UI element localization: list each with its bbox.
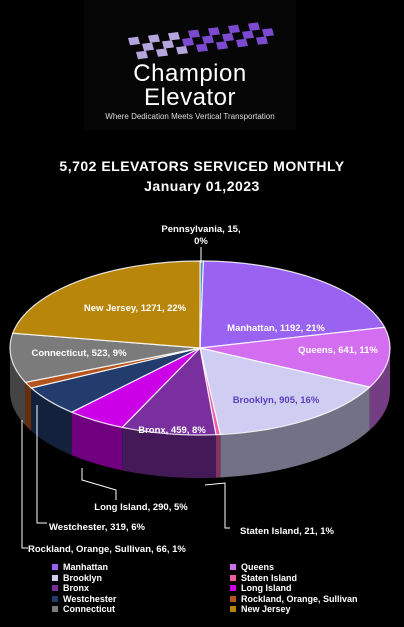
slice-label-manhattan: Manhattan, 1192, 21% bbox=[227, 323, 325, 334]
slice-label-long-island: Long Island, 290, 5% bbox=[94, 502, 188, 513]
pie-side-staten-island bbox=[215, 434, 221, 478]
slice-label-bronx: Bronx, 459, 8% bbox=[138, 425, 206, 436]
chart-subtitle: January 01,2023 bbox=[144, 178, 260, 194]
pie-slice-queens bbox=[199, 326, 391, 388]
slice-label-pennsylvania-line1: Pennsylvania, 15, bbox=[161, 224, 240, 235]
pie-slice-new-jersey bbox=[11, 260, 201, 349]
slice-label-rockland-orange-sullivan: Rockland, Orange, Sullivan, 66, 1% bbox=[28, 544, 186, 555]
logo-tagline: Where Dedication Meets Vertical Transpor… bbox=[105, 112, 275, 121]
pie-slice-pennsylvania bbox=[199, 260, 204, 349]
leader-long-island bbox=[81, 468, 117, 500]
pie-side-long-island bbox=[71, 412, 123, 471]
pie-side-bronx bbox=[122, 427, 216, 478]
pie-slice-connecticut bbox=[9, 332, 201, 383]
chart-title: 5,702 ELEVATORS SERVICED MONTHLY bbox=[59, 158, 345, 174]
leader-rockland bbox=[21, 420, 28, 549]
slice-label-queens: Queens, 641, 11% bbox=[298, 345, 378, 356]
pie-slice-bronx bbox=[121, 346, 217, 436]
leader-staten-island bbox=[204, 482, 230, 529]
slice-label-brooklyn: Brooklyn, 905, 16% bbox=[233, 395, 320, 406]
slice-label-staten-island: Staten Island, 21, 1% bbox=[240, 526, 335, 537]
pie-side-westchester bbox=[31, 388, 72, 456]
slice-label-new-jersey: New Jersey, 1271, 22% bbox=[84, 303, 187, 314]
pie-side-rockland-orange-sullivan bbox=[25, 382, 32, 432]
logo: Champion Elevator Where Dedication Meets… bbox=[84, 0, 296, 130]
slice-label-connecticut: Connecticut, 523, 9% bbox=[31, 348, 127, 359]
pie-slice-brooklyn bbox=[199, 347, 371, 436]
pie-slice-manhattan bbox=[199, 260, 386, 349]
logo-text-line1: Champion bbox=[133, 60, 247, 87]
leader-westchester bbox=[36, 405, 47, 524]
checkered-flag-icon bbox=[128, 22, 274, 60]
slice-label-pennsylvania-line2: 0% bbox=[194, 236, 208, 247]
pie-side-brooklyn bbox=[220, 387, 370, 478]
logo-text-line2: Elevator bbox=[143, 84, 237, 111]
slice-label-westchester: Westchester, 319, 6% bbox=[49, 522, 145, 533]
pie-side-connecticut bbox=[10, 348, 26, 426]
